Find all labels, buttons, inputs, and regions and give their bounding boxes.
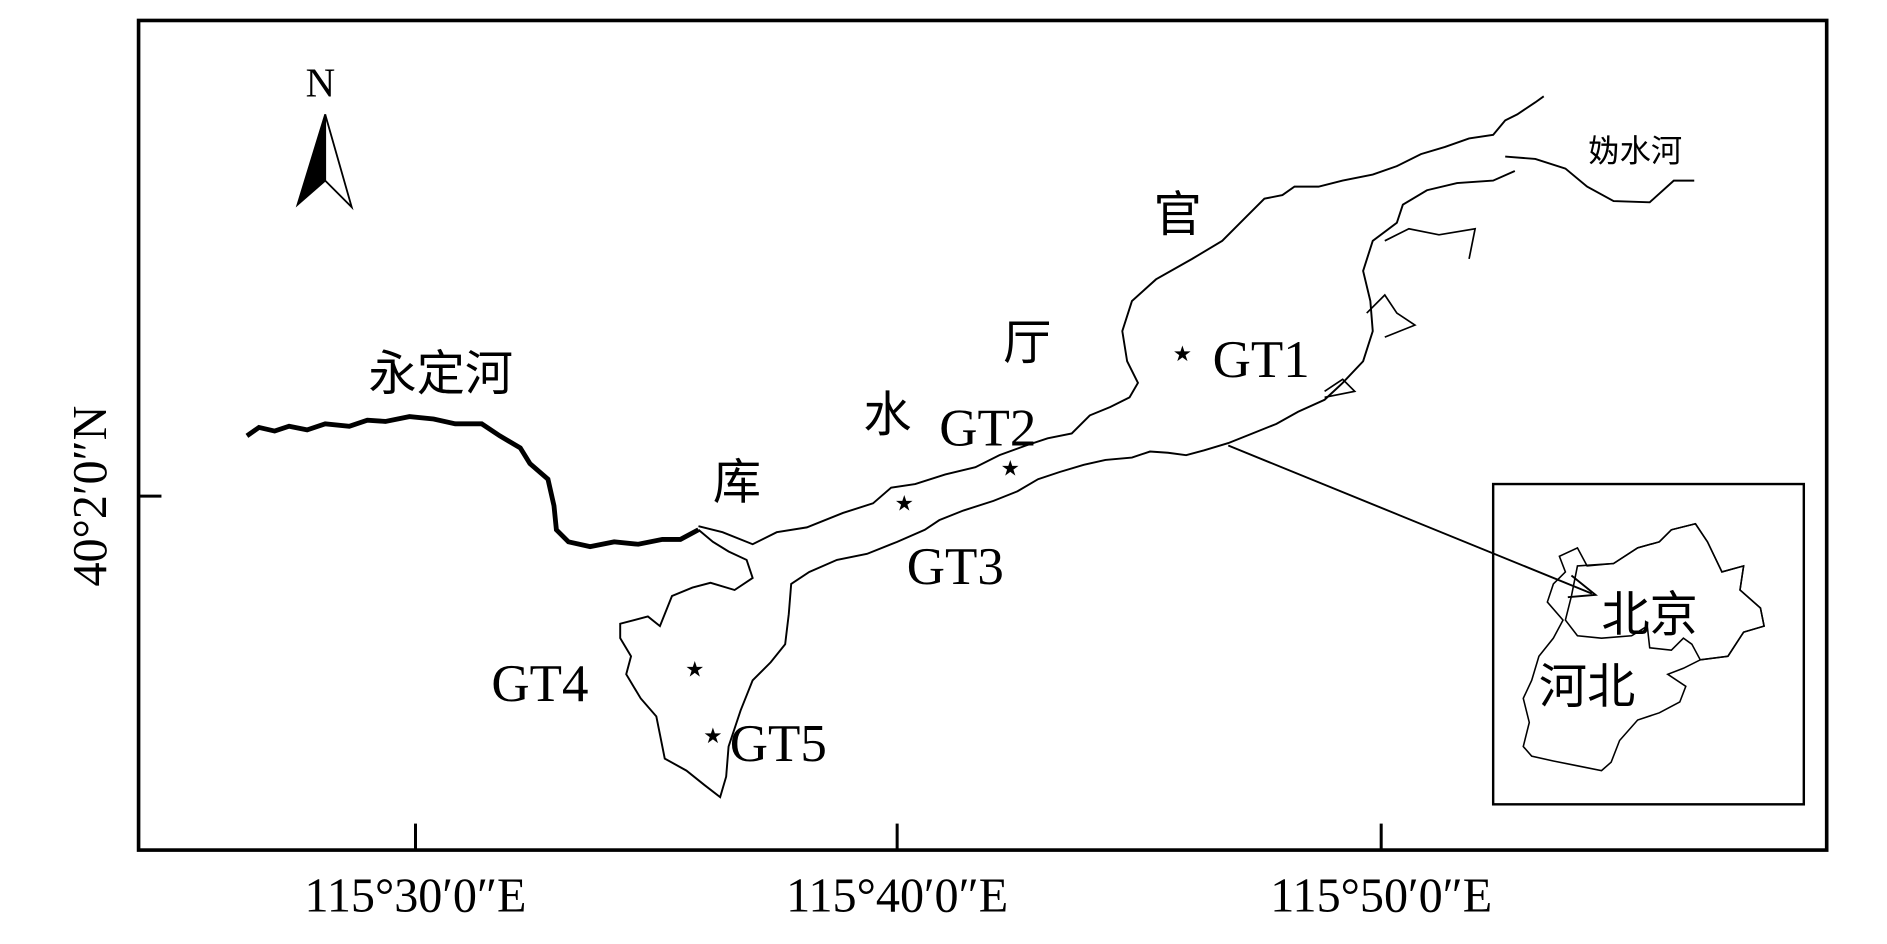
x-tick-label: 115°50′0″E — [1270, 869, 1492, 922]
north-label: N — [306, 60, 336, 105]
north-arrow-icon: N — [295, 60, 354, 211]
star-icon: ★ — [685, 658, 704, 682]
gui-river-label: 妫水河 — [1588, 133, 1682, 168]
reservoir-label-char: 官 — [1154, 189, 1202, 242]
beijing-label: 北京 — [1602, 589, 1698, 642]
beijing-outline — [1564, 522, 1765, 661]
reservoir-bays — [1324, 227, 1477, 399]
reservoir-label-char: 水 — [863, 389, 911, 442]
site-label: GT2 — [939, 400, 1036, 458]
guanting-reservoir-outline — [619, 95, 1695, 799]
site-gt5: ★ GT5 — [703, 715, 827, 773]
arrow-head-icon — [1567, 574, 1598, 599]
site-label: GT4 — [491, 655, 588, 713]
star-icon: ★ — [1173, 342, 1192, 366]
locator-arrow — [1227, 444, 1593, 595]
yongding-river — [245, 414, 700, 550]
site-gt3: ★ GT3 — [895, 492, 1004, 596]
reservoir-label-char: 库 — [713, 456, 761, 509]
hebei-label: 河北 — [1539, 661, 1635, 714]
site-gt1: ★ GT1 — [1173, 331, 1310, 389]
site-label: GT3 — [907, 538, 1004, 596]
y-tick-label: 40°2′0″N — [64, 406, 117, 587]
inset-map: 北京 河北 — [1491, 482, 1806, 806]
x-tick-label: 115°30′0″E — [305, 869, 527, 922]
hebei-outline — [1522, 522, 1765, 772]
reservoir-label-char: 厅 — [1003, 317, 1051, 370]
inset-frame — [1491, 482, 1806, 806]
site-label: GT5 — [730, 715, 827, 773]
star-icon: ★ — [1001, 457, 1020, 481]
site-gt4: ★ GT4 — [491, 655, 704, 713]
map-frame — [136, 18, 1829, 852]
x-tick-label: 115°40′0″E — [786, 869, 1008, 922]
site-gt2: ★ GT2 — [939, 400, 1036, 481]
star-icon: ★ — [895, 492, 914, 516]
site-label: GT1 — [1213, 331, 1310, 389]
yongding-river-label: 永定河 — [369, 348, 513, 401]
star-icon: ★ — [703, 724, 722, 748]
